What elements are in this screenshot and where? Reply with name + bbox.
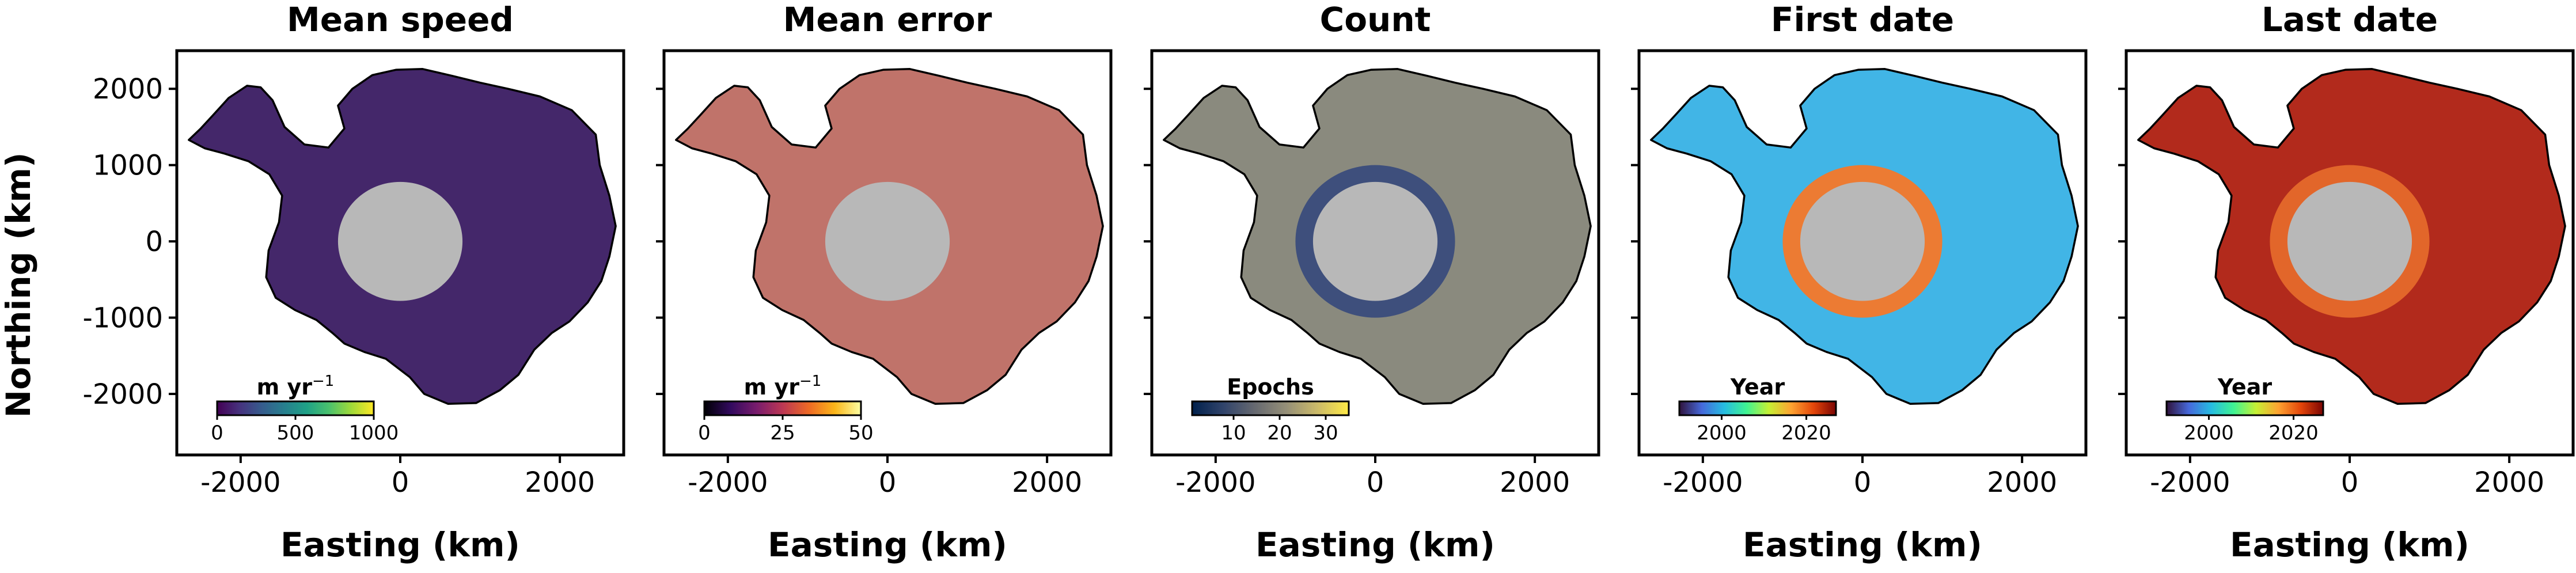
y-tick-label: 1000 xyxy=(93,150,163,182)
pole-hole-mask xyxy=(2287,181,2412,301)
coastline xyxy=(188,68,617,405)
y-axis-label: Northing (km) xyxy=(0,153,38,418)
x-tick-label: -2000 xyxy=(1663,466,1743,499)
colorbar-tick-label: 30 xyxy=(1313,422,1338,445)
x-tick-label: -2000 xyxy=(1175,466,1255,499)
panel-title: Last date xyxy=(2262,0,2438,39)
x-axis-label: Easting (km) xyxy=(768,525,1007,564)
colorbar-tick-label: 2000 xyxy=(2184,422,2234,445)
colorbar-gradient xyxy=(1678,400,1837,416)
pole-hole-mask xyxy=(1312,181,1438,301)
panel-title: Count xyxy=(1320,0,1431,39)
colorbar-tick-label: 500 xyxy=(277,422,314,445)
x-tick-label: -2000 xyxy=(200,466,280,499)
y-tick-label: 2000 xyxy=(93,73,163,105)
colorbar-label: m yr−1 xyxy=(257,373,335,400)
panel-title: Mean speed xyxy=(287,0,514,39)
panel-title: First date xyxy=(1771,0,1954,39)
x-tick-label: 0 xyxy=(1854,466,1872,499)
pole-hole-mask xyxy=(1800,181,1925,301)
x-axis-label: Easting (km) xyxy=(2230,525,2469,564)
colorbar-tick-label: 0 xyxy=(698,422,711,445)
colorbar-tick-label: 20 xyxy=(1267,422,1292,445)
colorbar: Year 2000 2020 xyxy=(1678,374,1837,445)
coastline xyxy=(2137,68,2566,405)
x-tick-label: 2000 xyxy=(2474,466,2544,499)
x-tick-label: 2000 xyxy=(1500,466,1570,499)
colorbar-label: Year xyxy=(1730,374,1785,400)
y-tick-label: -2000 xyxy=(83,378,163,411)
pole-hole-mask xyxy=(337,181,463,301)
x-tick-label: 2000 xyxy=(1987,466,2057,499)
y-tick-label: -1000 xyxy=(83,302,163,335)
x-tick-label: 0 xyxy=(2341,466,2359,499)
colorbar-tick-label: 1000 xyxy=(349,422,399,445)
colorbar-gradient xyxy=(216,400,375,416)
x-axis-label: Easting (km) xyxy=(1743,525,1982,564)
panel-1: Mean speed m yr−1 0 500 1000 -2000 0 2000 2000 10… xyxy=(83,0,625,564)
colorbar-gradient xyxy=(1191,400,1350,416)
colorbar-tick-label: 2020 xyxy=(1781,422,1831,445)
colorbar: Epochs 10 20 30 xyxy=(1191,374,1350,445)
coastline xyxy=(675,68,1104,405)
colorbar: Year 2000 2020 xyxy=(2165,374,2324,445)
colorbar: m yr−1 0 25 50 xyxy=(698,373,873,445)
coastline xyxy=(1650,68,2079,405)
colorbar-tick-label: 50 xyxy=(848,422,873,445)
x-tick-label: 2000 xyxy=(525,466,595,499)
x-tick-label: 0 xyxy=(392,466,409,499)
colorbar-tick-label: 2000 xyxy=(1697,422,1747,445)
coastline xyxy=(1163,68,1592,405)
colorbar-label: m yr−1 xyxy=(744,373,822,400)
colorbar-tick-label: 0 xyxy=(211,422,223,445)
panel-title: Mean error xyxy=(783,0,992,39)
x-axis-label: Easting (km) xyxy=(1255,525,1495,564)
x-tick-label: -2000 xyxy=(688,466,768,499)
x-axis-label: Easting (km) xyxy=(280,525,520,564)
colorbar-gradient xyxy=(2165,400,2324,416)
pole-hole-mask xyxy=(825,181,950,301)
colorbar-label: Epochs xyxy=(1227,374,1314,400)
colorbar: m yr−1 0 500 1000 xyxy=(211,373,399,445)
x-tick-label: 0 xyxy=(1367,466,1384,499)
colorbar-tick-label: 10 xyxy=(1221,422,1246,445)
x-tick-label: 2000 xyxy=(1012,466,1082,499)
colorbar-tick-label: 2020 xyxy=(2268,422,2319,445)
colorbar-tick-label: 25 xyxy=(770,422,795,445)
y-tick-label: 0 xyxy=(145,226,163,258)
x-tick-label: -2000 xyxy=(2150,466,2230,499)
colorbar-label: Year xyxy=(2217,374,2272,400)
x-tick-label: 0 xyxy=(879,466,897,499)
colorbar-gradient xyxy=(703,400,862,416)
